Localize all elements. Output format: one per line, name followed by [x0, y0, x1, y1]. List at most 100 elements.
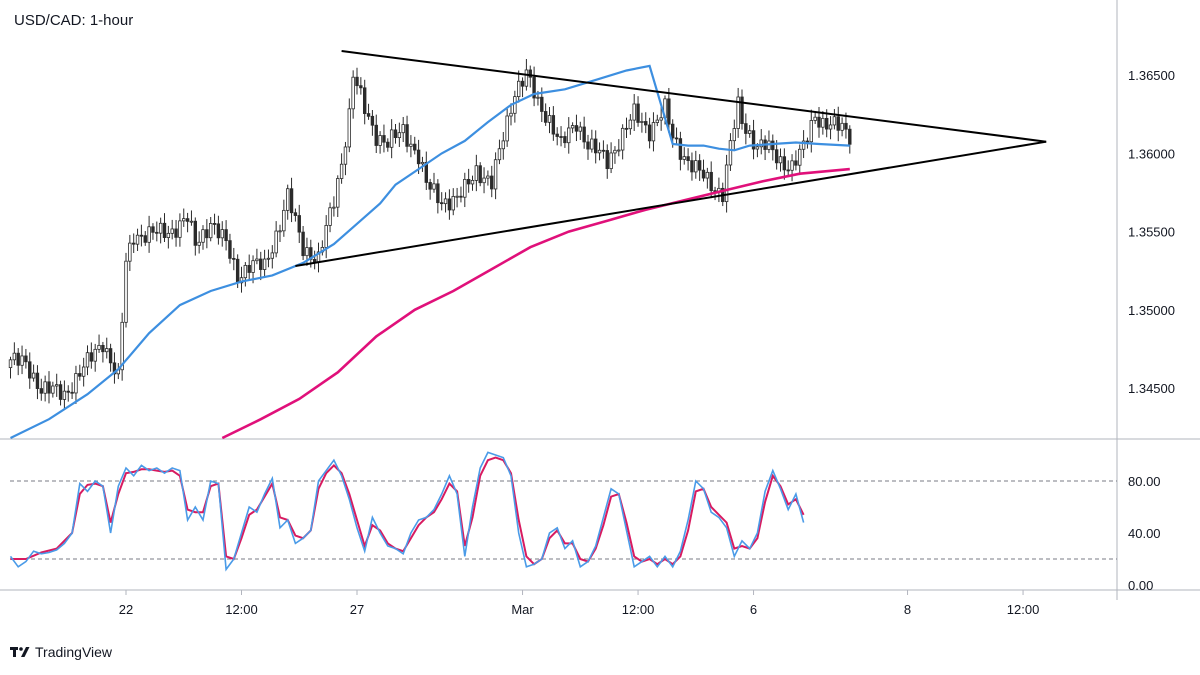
price-tick-label: 1.34500: [1128, 381, 1175, 396]
price-axis[interactable]: 1.36500 1.36000 1.35500 1.35000 1.34500: [1128, 68, 1175, 396]
time-tick-label: 12:00: [1007, 602, 1040, 617]
candle: [790, 154, 794, 182]
candle: [370, 109, 375, 136]
candle-body: [374, 124, 378, 146]
candle: [401, 116, 405, 143]
stochastic-d-line: [10, 456, 805, 566]
candle: [28, 352, 32, 389]
candle: [574, 114, 579, 142]
candle: [312, 250, 317, 270]
candle-body: [848, 128, 852, 145]
candle-body: [74, 373, 78, 394]
candle-body: [78, 373, 82, 377]
chart-frame: [0, 0, 1200, 600]
candle-body: [39, 388, 43, 394]
fast-moving-average-line: [10, 64, 850, 439]
candle-body: [705, 171, 710, 179]
candle-body: [513, 96, 517, 114]
stochastic-axis[interactable]: 80.00 40.00 0.00: [1128, 474, 1161, 593]
candle-body: [601, 149, 606, 152]
candle: [497, 139, 502, 165]
candle: [594, 130, 598, 164]
candle-body: [405, 124, 409, 147]
candle: [694, 150, 698, 179]
candle-body: [255, 258, 259, 262]
candle: [31, 364, 36, 382]
tradingview-logo-icon: [10, 647, 30, 657]
candle: [509, 103, 513, 126]
candle-body: [617, 149, 621, 152]
candle-body: [520, 80, 525, 87]
candle: [178, 213, 182, 247]
candle: [759, 129, 763, 155]
candle-body: [582, 126, 586, 143]
candle-body: [24, 355, 28, 363]
candle: [293, 208, 298, 222]
candle-body: [547, 115, 552, 123]
candle-body: [108, 348, 113, 364]
candle: [455, 187, 459, 208]
candle: [108, 343, 113, 372]
candle: [543, 103, 548, 126]
candle: [282, 199, 286, 237]
candle: [451, 188, 455, 216]
candle-body: [397, 132, 402, 139]
candle: [436, 179, 440, 214]
candle-body: [47, 381, 51, 394]
candle-body: [170, 228, 174, 234]
candle: [8, 356, 13, 379]
candle: [216, 215, 221, 245]
candle: [563, 131, 567, 148]
candle-body: [817, 116, 821, 128]
candle-body: [786, 169, 790, 172]
candle-body: [259, 258, 263, 270]
candle-body: [28, 361, 32, 379]
candle-body: [409, 143, 413, 147]
candle-body: [282, 209, 286, 232]
candle-body: [285, 188, 290, 211]
time-axis[interactable]: 22 12:00 27 Mar 12:00 6 8 12:00: [119, 590, 1040, 617]
candle: [490, 165, 494, 198]
candle-body: [748, 130, 752, 134]
candle: [520, 77, 525, 98]
candle: [501, 131, 505, 160]
candle-body: [432, 183, 436, 190]
candle: [239, 266, 244, 293]
candle: [736, 87, 740, 138]
candle-body: [382, 135, 386, 143]
candle-body: [262, 258, 267, 270]
slow-moving-average-line: [221, 167, 850, 440]
candle: [570, 122, 575, 134]
candle: [101, 341, 105, 363]
candle-body: [220, 229, 224, 239]
candle-body: [651, 122, 656, 142]
time-tick-label: 22: [119, 602, 133, 617]
candle-body: [89, 352, 94, 362]
candle: [389, 119, 394, 159]
candle-body: [101, 344, 105, 353]
candle: [351, 70, 355, 119]
candle: [78, 364, 82, 381]
candle-body: [493, 159, 498, 190]
tradingview-brand[interactable]: TradingView: [10, 644, 112, 660]
candle-body: [185, 218, 190, 222]
candle-body: [466, 178, 471, 185]
candle: [366, 103, 371, 120]
candle-body: [112, 362, 117, 375]
candle: [786, 160, 790, 176]
candle: [478, 162, 482, 187]
candle: [840, 117, 844, 137]
candle: [81, 357, 86, 387]
candle: [547, 107, 552, 134]
candle: [189, 210, 194, 226]
candle-body: [343, 146, 348, 165]
moving-averages: [10, 64, 850, 440]
candle-body: [289, 188, 294, 214]
chart-title: USD/CAD: 1-hour: [14, 12, 134, 29]
candle-body: [463, 178, 467, 198]
candle: [528, 65, 532, 88]
candle: [332, 196, 336, 217]
candle: [147, 215, 151, 253]
candle-body: [278, 230, 282, 233]
